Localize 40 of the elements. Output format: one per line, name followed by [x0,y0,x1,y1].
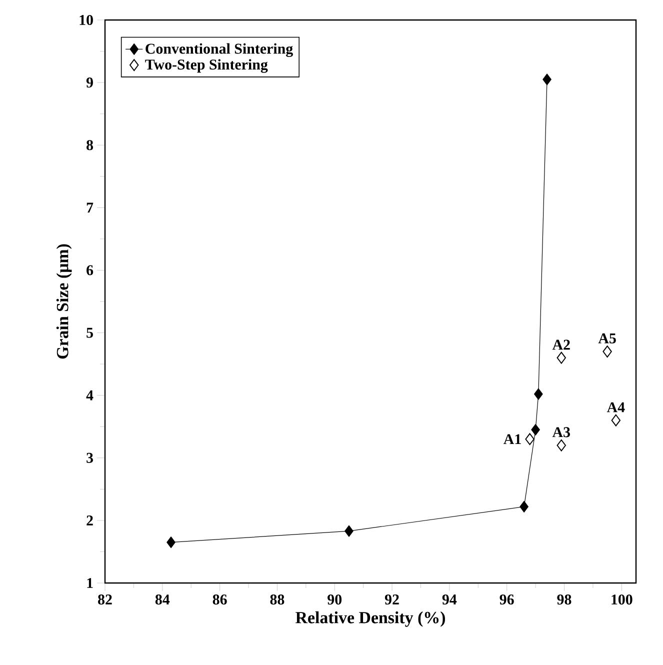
x-tick-label: 98 [557,594,572,605]
x-tick-label: 84 [155,594,170,605]
y-tick-label: 2 [86,516,93,526]
annotation: A4 [606,402,625,412]
x-axis-title: Relative Density (%) [296,611,445,627]
x-tick-label: 88 [270,594,284,605]
y-tick-label: 3 [86,452,93,463]
annotation: A2 [552,340,570,350]
y-tick-label: 5 [86,328,93,338]
y-tick-label: 1 [87,578,93,588]
x-tick-label: 100 [612,594,632,605]
y-tick-label: 4 [86,390,94,400]
y-axis-title: Grain Size (μm) [56,244,72,359]
x-tick-label: 86 [212,594,227,605]
x-tick-label: 90 [328,594,342,605]
x-tick-label: 82 [98,594,112,605]
x-tick-label: 94 [442,594,457,605]
point [542,74,552,86]
point [611,414,621,426]
y-tick-label: 10 [80,14,93,26]
legend-label: Conventional Sintering [146,43,293,57]
point [166,536,176,548]
point [525,433,534,446]
point [344,525,354,537]
point [520,500,528,512]
point [534,388,543,400]
x-tick-label: 92 [384,594,399,605]
y-tick-label: 7 [86,202,94,213]
y-tick-label: 6 [86,265,94,276]
annotation: A3 [552,427,570,438]
annotation: A5 [598,333,616,344]
legend-label: Two-Step Sintering [145,59,268,73]
point [602,346,612,358]
y-tick-label: 8 [86,140,94,150]
point [556,352,566,364]
x-tick-label: 96 [500,594,514,605]
point [556,439,566,452]
annotation: A1 [504,434,521,444]
y-tick-label: 9 [86,78,93,88]
point [531,424,540,436]
